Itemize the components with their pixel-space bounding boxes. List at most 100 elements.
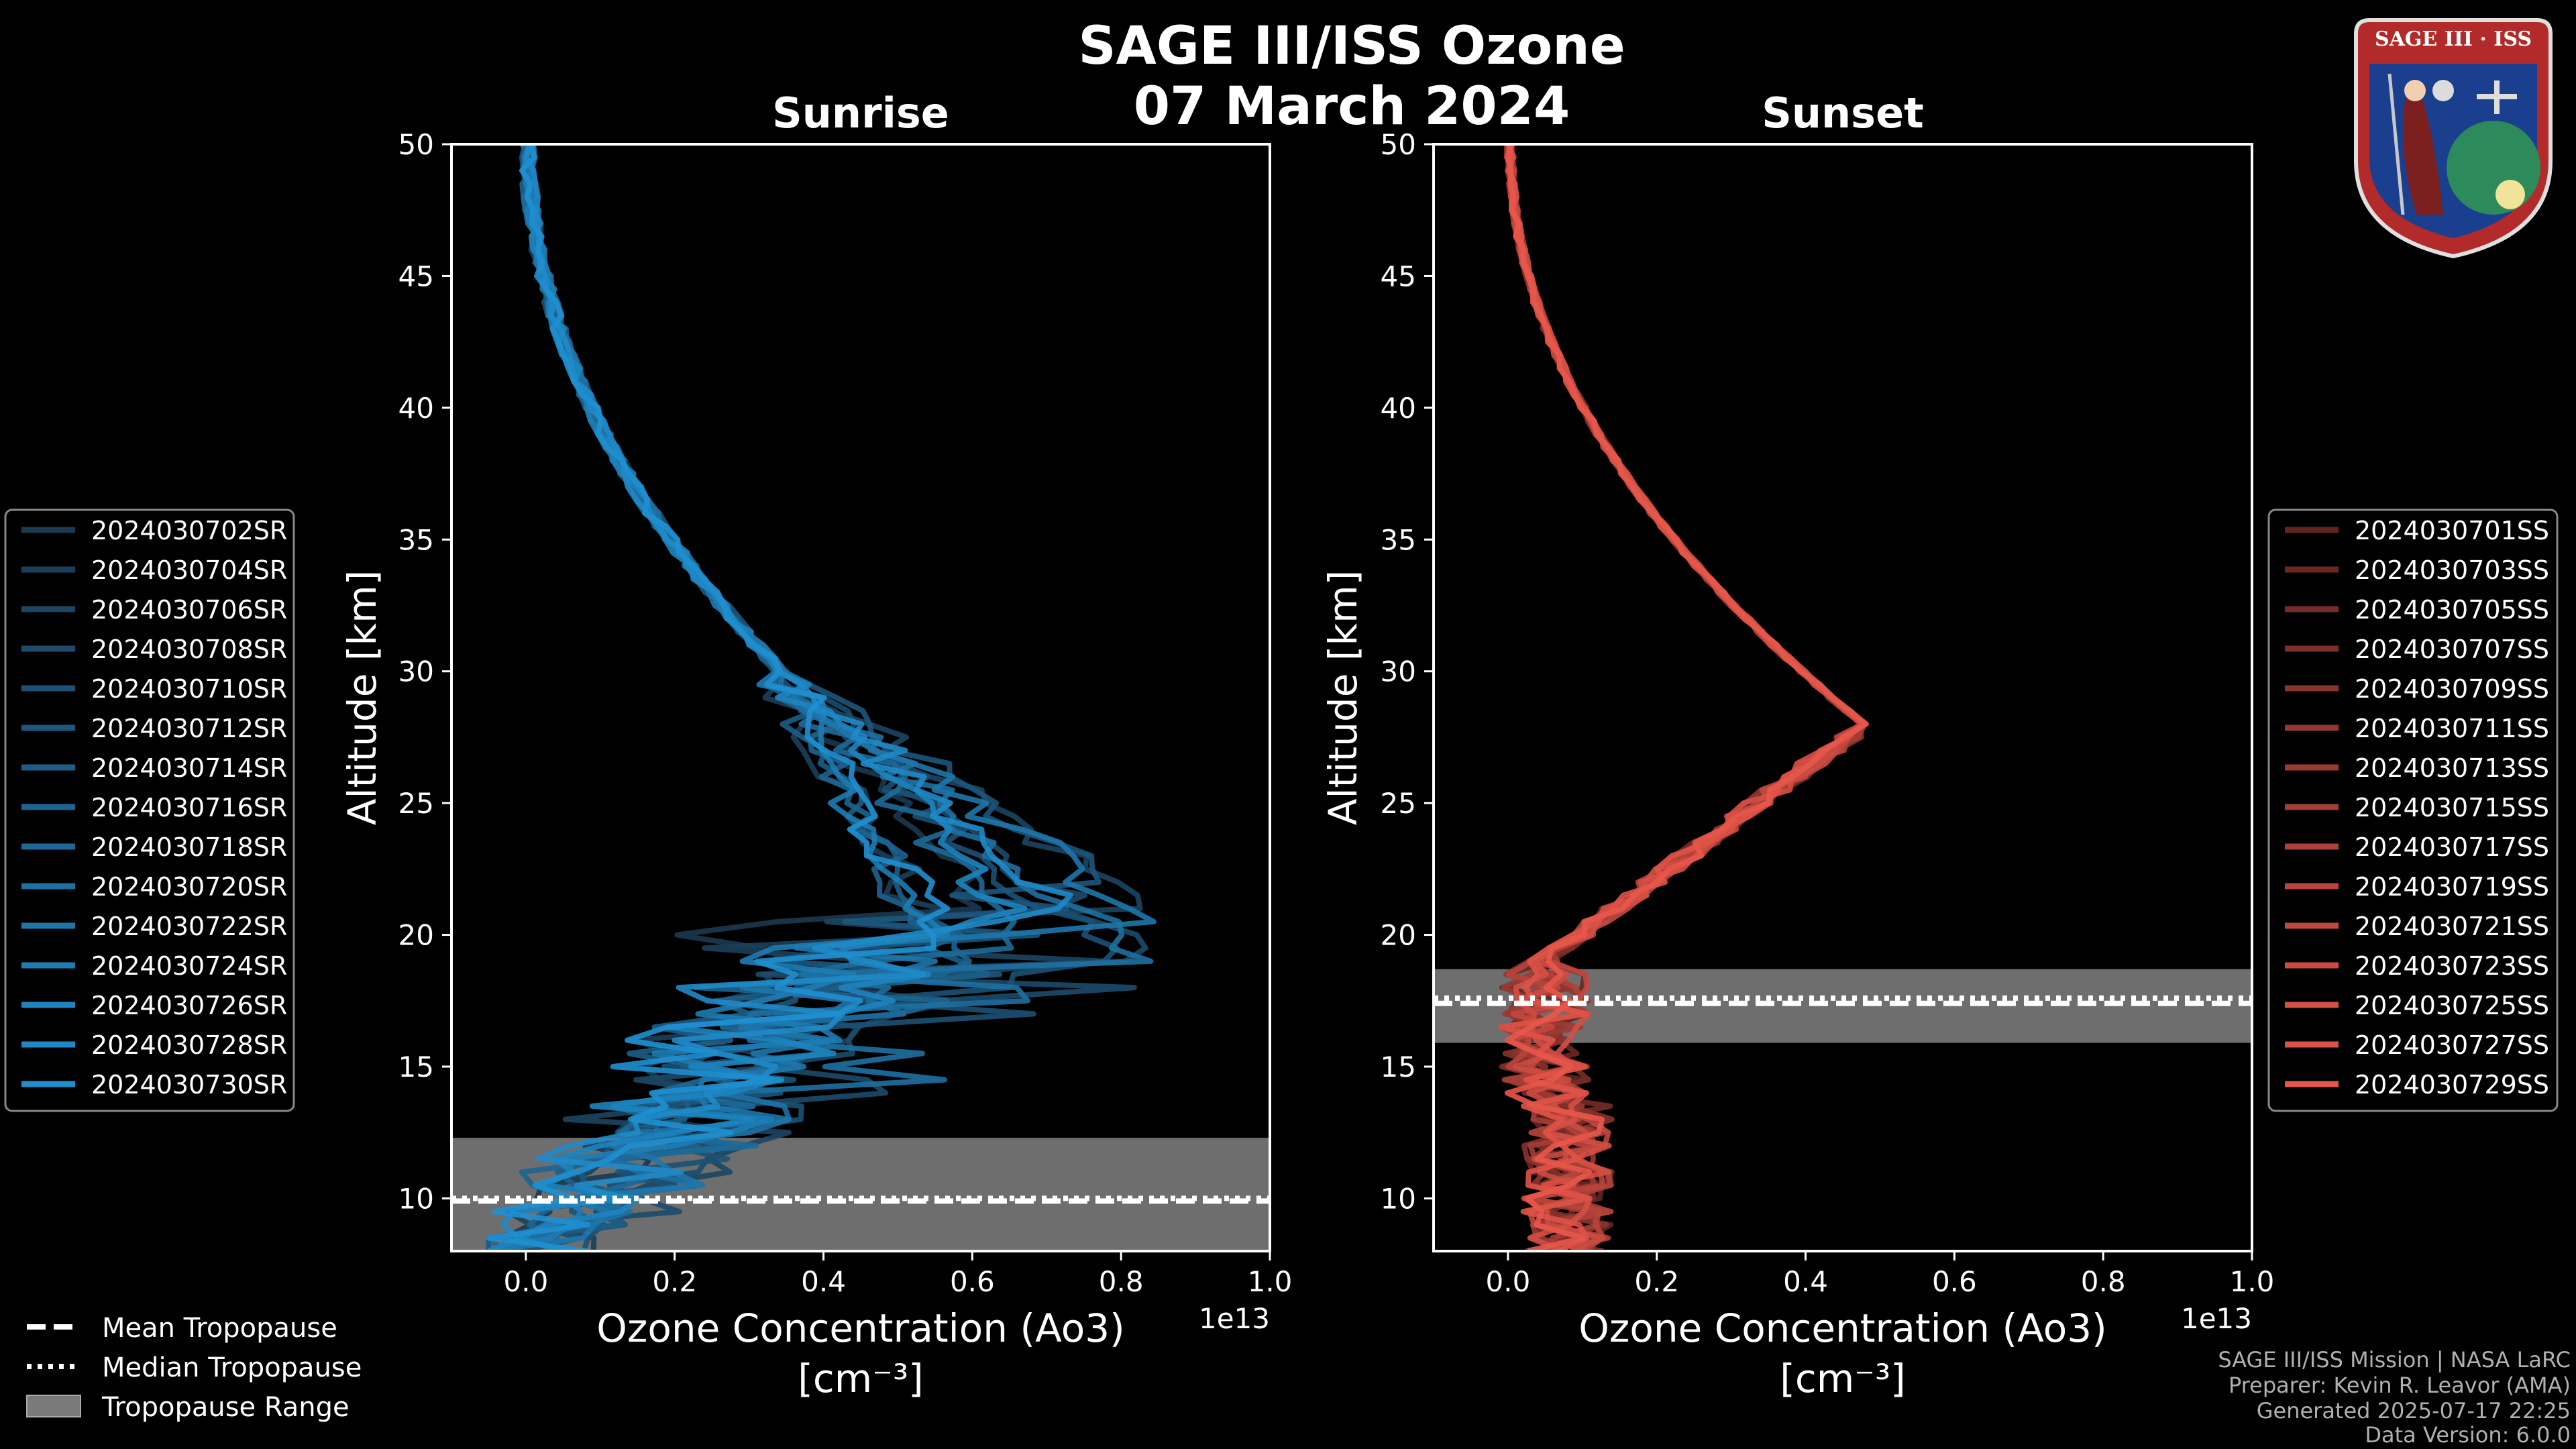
legend-label: 2024030726SR <box>91 991 287 1020</box>
sunset-x-offset-label: 1e13 <box>2181 1302 2252 1335</box>
figure-robe-icon <box>2403 94 2443 215</box>
sunrise-panel-title: Sunrise <box>772 89 949 138</box>
sun-icon <box>2496 180 2525 209</box>
x-tick-label: 0.4 <box>1783 1265 1828 1298</box>
y-tick-label: 25 <box>1381 787 1416 820</box>
legend-label: 2024030719SS <box>2355 872 2549 902</box>
y-tick-label: 10 <box>398 1182 434 1215</box>
y-tick-label: 45 <box>398 260 434 292</box>
profile-line-2024030726SR <box>487 144 1028 1251</box>
legend-label: 2024030710SR <box>91 674 287 704</box>
x-tick-label: 0.2 <box>1634 1265 1679 1298</box>
legend-label: 2024030715SS <box>2355 793 2549 822</box>
sunset-x-axis-label: Ozone Concentration (Ao3) <box>1578 1305 2107 1351</box>
legend-label: 2024030707SS <box>2355 635 2549 664</box>
x-tick-label: 0.0 <box>1486 1265 1531 1298</box>
profile-line-2024030727SS <box>1498 144 1866 1251</box>
plot-frame <box>1432 143 2253 1252</box>
sunset-legend: 2024030701SS 2024030703SS 2024030705SS 2024… <box>2267 508 2559 1112</box>
sage-iii-iss-logo: SAGE III · ISS <box>2354 18 2553 259</box>
x-tick-label: 0.8 <box>2081 1265 2126 1298</box>
profile-line-2024030725SS <box>1505 144 1866 1251</box>
x-tick-label: 0.6 <box>950 1265 995 1298</box>
y-tick-label: 30 <box>1381 655 1416 688</box>
legend-label: 2024030703SS <box>2355 555 2549 585</box>
sunset-panel-title: Sunset <box>1762 89 1924 138</box>
y-tick-label: 50 <box>1381 128 1416 161</box>
legend-label: 2024030730SR <box>91 1070 287 1099</box>
legend-label: 2024030711SS <box>2355 714 2549 743</box>
legend-label: 2024030723SS <box>2355 951 2549 981</box>
x-tick-label: 0.8 <box>1099 1265 1144 1298</box>
sunrise-x-axis-label: Ozone Concentration (Ao3) <box>596 1305 1125 1351</box>
x-tick-label: 0.2 <box>652 1265 697 1298</box>
sunrise-y-axis-label: Altitude [km] <box>339 570 385 825</box>
y-tick-label: 15 <box>1381 1051 1416 1083</box>
footer-data-version: Data Version: 6.0.0 <box>2365 1422 2571 1448</box>
x-tick-label: 1.0 <box>1248 1265 1293 1298</box>
legend-label: 2024030708SR <box>91 635 287 664</box>
legend-label: 2024030720SR <box>91 872 287 902</box>
y-tick-label: 40 <box>1381 392 1416 425</box>
legend-label: 2024030714SR <box>91 753 287 783</box>
legend-label: 2024030717SS <box>2355 833 2549 862</box>
legend-label: 2024030727SS <box>2355 1030 2549 1060</box>
moon-icon <box>2432 80 2454 101</box>
sunrise-legend: 2024030702SR 2024030704SR 2024030706SR 2024… <box>4 508 295 1112</box>
legend-label: 2024030718SR <box>91 833 287 862</box>
legend-label: 2024030716SR <box>91 793 287 822</box>
legend-label: 2024030713SS <box>2355 753 2549 783</box>
main-title-line1: SAGE III/ISS Ozone <box>1078 16 1625 76</box>
x-tick-label: 1.0 <box>2230 1265 2275 1298</box>
legend-label: 2024030729SS <box>2355 1070 2549 1099</box>
sunrise-plot: 0.0 0.2 0.4 0.6 0.8 1.0 10 15 20 25 30 35 40 45 50 <box>398 128 1293 1298</box>
legend-label: 2024030721SS <box>2355 912 2549 941</box>
legend-label: 2024030701SS <box>2355 516 2549 545</box>
tropopause-range-swatch <box>26 1395 81 1417</box>
sunrise-x-offset-label: 1e13 <box>1199 1302 1270 1335</box>
tropopause-legend: Mean Tropopause Median Tropopause Tropop… <box>26 1313 362 1423</box>
sunset-x-axis-units: [cm⁻³] <box>1780 1356 1906 1401</box>
legend-label: 2024030702SR <box>91 516 287 545</box>
y-tick-label: 20 <box>398 919 434 952</box>
footer-mission: SAGE III/ISS Mission | NASA LaRC <box>2218 1347 2571 1373</box>
legend-label: 2024030705SS <box>2355 595 2549 625</box>
tropopause-range-label: Tropopause Range <box>101 1392 350 1423</box>
legend-label: 2024030709SS <box>2355 674 2549 704</box>
y-tick-label: 50 <box>398 128 434 161</box>
footer-preparer: Preparer: Kevin R. Leavor (AMA) <box>2229 1373 2571 1398</box>
profile-line-2024030730SR <box>486 144 951 1251</box>
legend-label: 2024030724SR <box>91 951 287 981</box>
sunrise-legend-frame <box>4 508 295 1112</box>
y-tick-label: 30 <box>398 655 434 688</box>
legend-label: 2024030722SR <box>91 912 287 941</box>
footer-credits: SAGE III/ISS Mission | NASA LaRC Prepare… <box>2218 1347 2571 1448</box>
x-tick-label: 0.4 <box>801 1265 846 1298</box>
earth-icon <box>2447 121 2540 215</box>
y-tick-label: 40 <box>398 392 434 425</box>
x-tick-label: 0.0 <box>504 1265 549 1298</box>
y-tick-label: 35 <box>398 523 434 556</box>
plot-frame <box>450 143 1271 1252</box>
legend-label: 2024030725SS <box>2355 991 2549 1020</box>
x-tick-label: 0.6 <box>1932 1265 1977 1298</box>
y-tick-label: 20 <box>1381 919 1416 952</box>
median-tropopause-label: Median Tropopause <box>102 1352 362 1383</box>
sunset-y-axis-label: Altitude [km] <box>1320 570 1366 825</box>
main-title-line2: 07 March 2024 <box>1134 76 1570 137</box>
footer-generated: Generated 2025-07-17 22:25 <box>2257 1398 2571 1424</box>
legend-label: 2024030712SR <box>91 714 287 743</box>
mean-tropopause-label: Mean Tropopause <box>102 1313 337 1344</box>
sunset-legend-frame <box>2267 508 2559 1112</box>
legend-label: 2024030704SR <box>91 555 287 585</box>
logo-text: SAGE III · ISS <box>2375 28 2532 51</box>
y-tick-label: 10 <box>1381 1182 1416 1215</box>
y-tick-label: 15 <box>398 1051 434 1083</box>
y-tick-label: 25 <box>398 787 434 820</box>
y-tick-label: 45 <box>1381 260 1416 292</box>
sunrise-x-axis-units: [cm⁻³] <box>798 1356 924 1401</box>
legend-label: 2024030706SR <box>91 595 287 625</box>
legend-label: 2024030728SR <box>91 1030 287 1060</box>
profile-line-2024030729SS <box>1504 144 1869 1251</box>
